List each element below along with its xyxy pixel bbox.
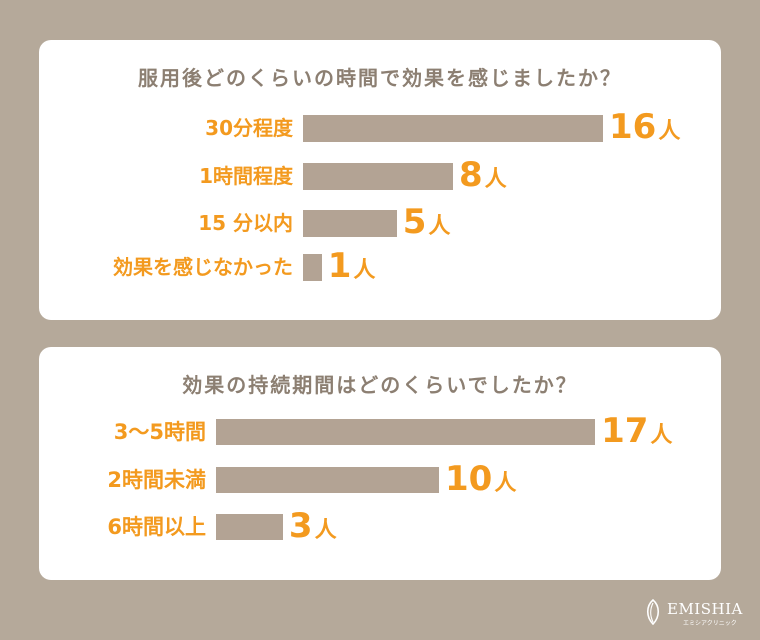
category-label: 3～5時間: [113, 420, 206, 444]
leaf-logo-icon: [646, 599, 660, 625]
bar: [216, 514, 283, 540]
value-unit: 人: [484, 167, 507, 192]
value-number: 1: [327, 246, 352, 286]
bar-row: 効果を感じなかった 1人: [39, 246, 721, 286]
value-label: 10人: [445, 459, 516, 499]
bar: [216, 467, 439, 493]
bar: [303, 114, 603, 142]
brand-subtitle: エミシアクリニック: [683, 620, 737, 627]
value-number: 3: [288, 506, 313, 546]
value-label: 3人: [289, 506, 337, 546]
category-label: 1時間程度: [199, 164, 293, 188]
chart-title: 効果の持続期間はどのくらいでしたか？: [182, 373, 578, 397]
brand-name: EMISHIA: [667, 600, 743, 618]
bar-row: 15 分以内 5人: [39, 202, 721, 242]
bar: [216, 419, 596, 445]
value-label: 17人: [601, 411, 672, 451]
value-number: 10: [445, 459, 493, 499]
bar: [303, 162, 453, 190]
value-unit: 人: [494, 471, 517, 496]
category-label: 6時間以上: [107, 515, 206, 539]
value-unit: 人: [353, 258, 376, 283]
value-label: 5人: [403, 202, 451, 242]
bar-row: 2時間未満 10人: [39, 459, 721, 499]
category-label: 2時間未満: [107, 468, 206, 492]
chart-title: 服用後どのくらいの時間で効果を感じましたか？: [138, 66, 622, 90]
category-label: 30分程度: [205, 116, 293, 140]
bar-row: 6時間以上 3人: [39, 506, 721, 546]
bar: [303, 209, 397, 237]
category-label: 15 分以内: [198, 211, 293, 235]
brand-logo: EMISHIA エミシアクリニック: [643, 597, 743, 627]
value-label: 1人: [328, 246, 376, 286]
bar-row: 3～5時間 17人: [39, 411, 721, 451]
value-label: 8人: [459, 155, 507, 195]
value-unit: 人: [428, 214, 451, 239]
value-number: 8: [459, 155, 483, 195]
effect-duration-card: 効果の持続期間はどのくらいでしたか？ 3～5時間 17人 2時間未満 10人 6時間以上…: [39, 347, 721, 580]
value-number: 16: [609, 107, 657, 147]
bar-row: 1時間程度 8人: [39, 155, 721, 195]
value-number: 5: [402, 202, 427, 242]
value-unit: 人: [650, 423, 673, 448]
value-number: 17: [601, 411, 649, 451]
bar: [303, 253, 322, 281]
value-unit: 人: [314, 518, 337, 543]
duration-to-effect-card: 服用後どのくらいの時間で効果を感じましたか？ 30分程度 16人 1時間程度 8人 15…: [39, 40, 721, 320]
category-label: 効果を感じなかった: [113, 255, 293, 279]
bar-row: 30分程度 16人: [39, 107, 721, 147]
value-label: 16人: [609, 107, 680, 147]
value-unit: 人: [658, 119, 681, 144]
